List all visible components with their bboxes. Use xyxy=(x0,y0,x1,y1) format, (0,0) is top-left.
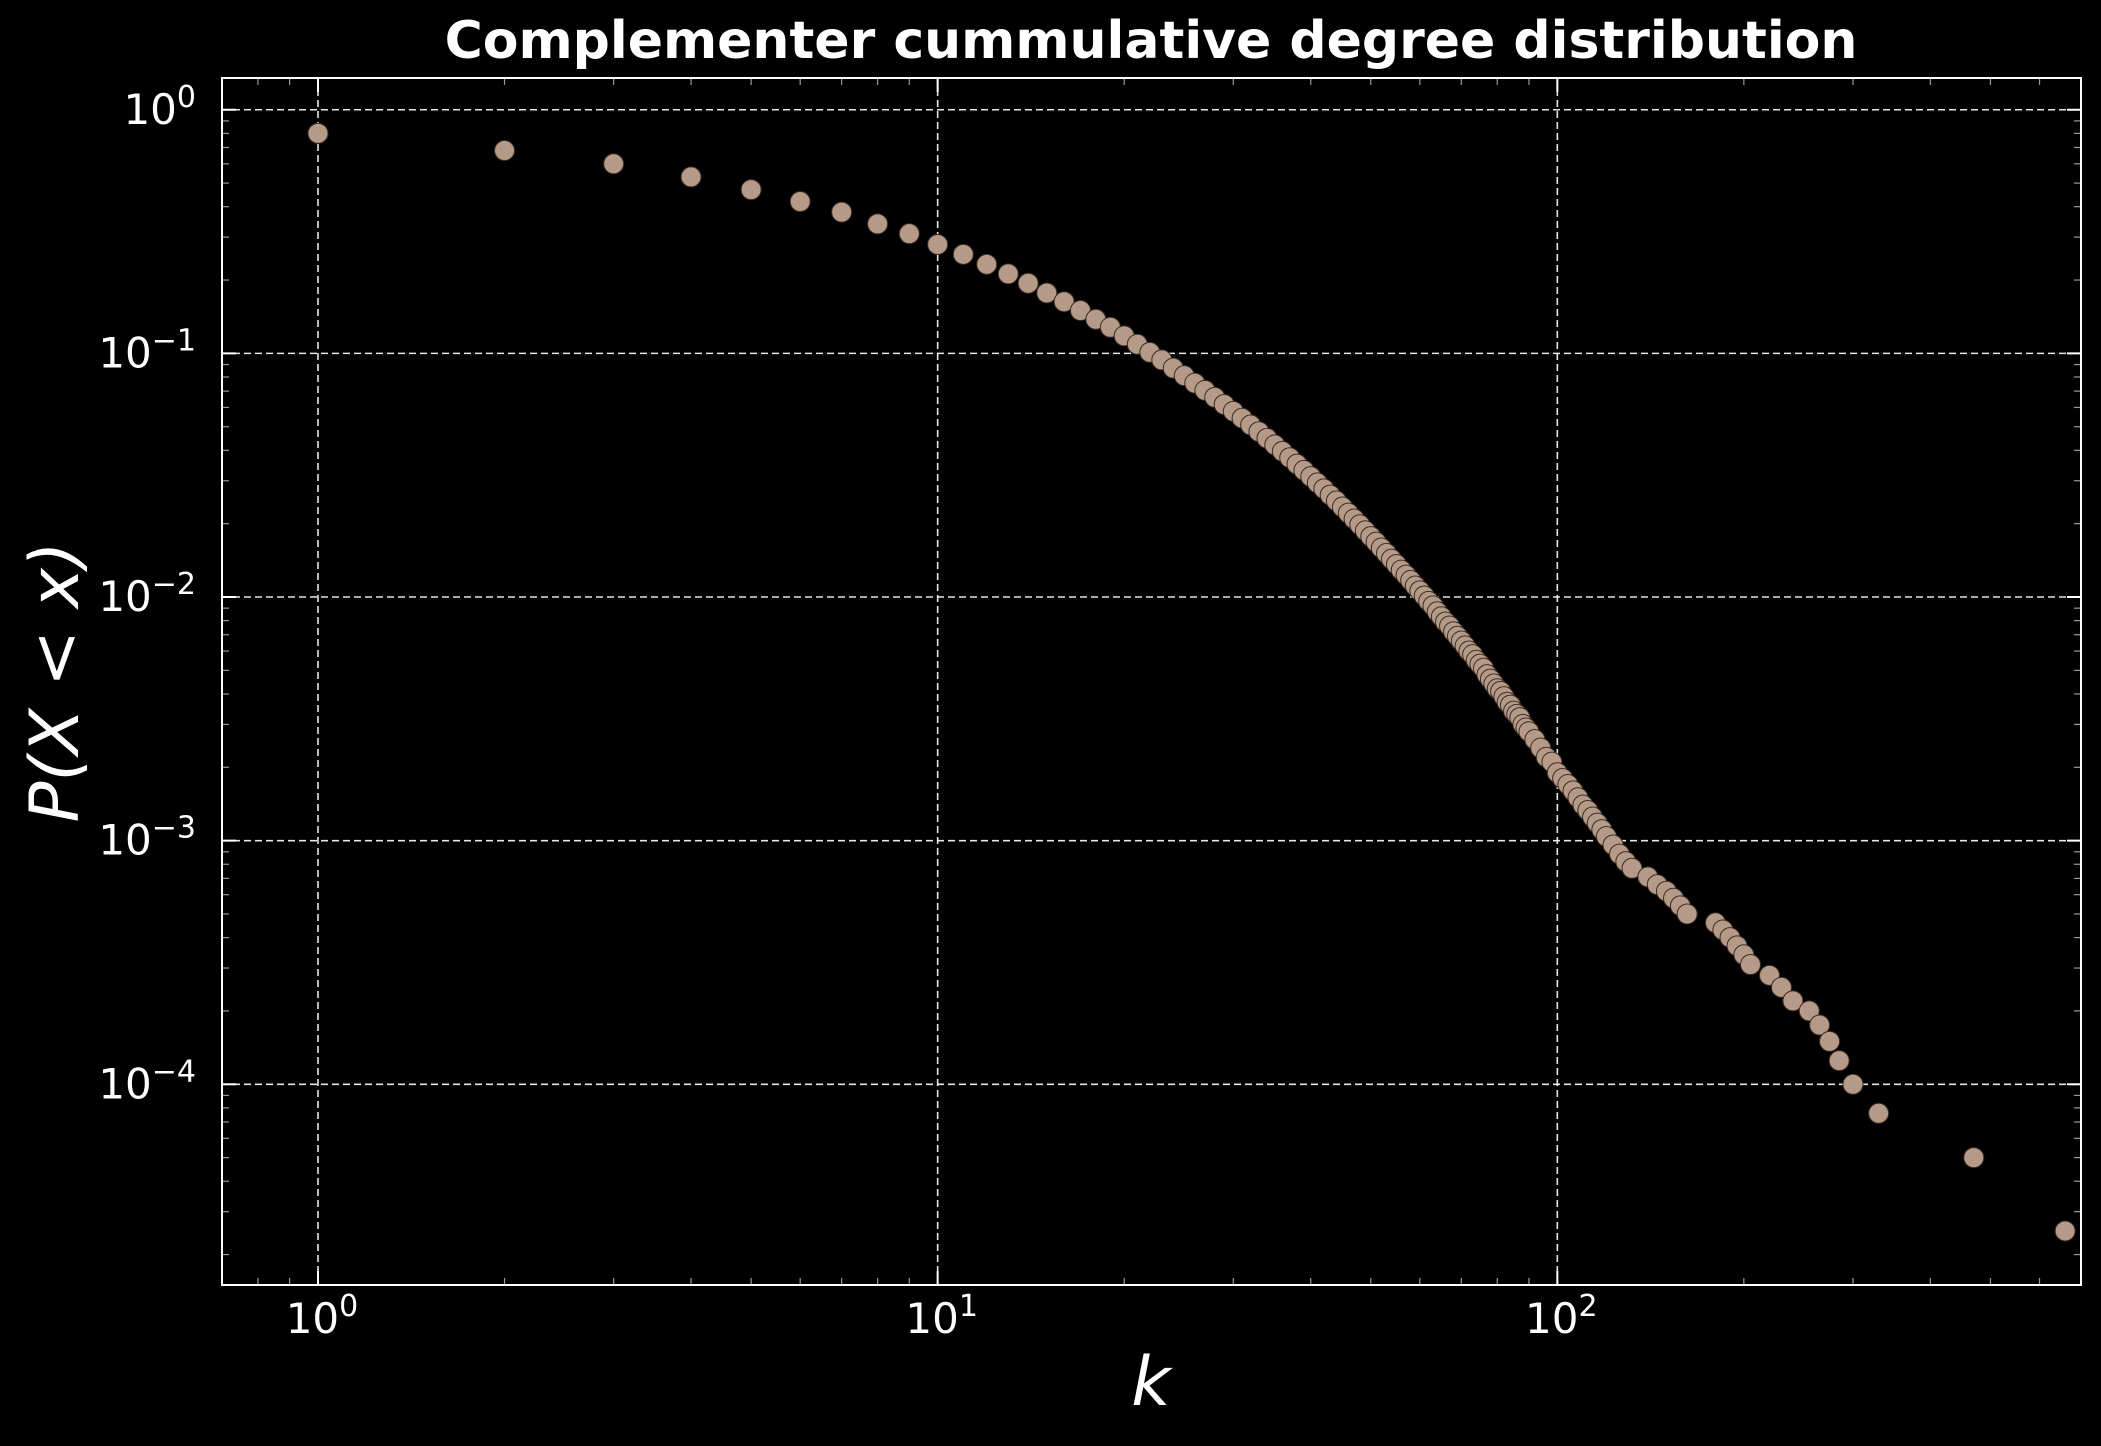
data-point xyxy=(1819,1030,1841,1052)
y-tick-label: 10−2 xyxy=(98,567,196,621)
x-tick-labels: 100 101 102 xyxy=(286,1289,1598,1343)
data-point xyxy=(1740,954,1762,976)
y-axis-label: P(X < x) xyxy=(16,541,95,822)
minor-ticks xyxy=(221,78,2081,1285)
plot-frame xyxy=(221,77,2082,1286)
data-point xyxy=(1809,1014,1831,1036)
data-point xyxy=(1782,990,1804,1012)
data-point xyxy=(1842,1073,1864,1095)
y-tick-label: 10−1 xyxy=(98,323,196,377)
data-point xyxy=(1017,272,1039,294)
y-tick-label: 10−3 xyxy=(98,811,196,865)
data-point xyxy=(603,153,625,175)
x-tick-label: 101 xyxy=(905,1289,978,1343)
y-tick-labels: 100 10−1 10−2 10−3 10−4 xyxy=(98,80,196,1109)
x-tick-label: 100 xyxy=(286,1289,359,1343)
data-point xyxy=(307,122,329,144)
data-point xyxy=(1036,282,1058,304)
data-point xyxy=(997,263,1019,285)
major-ticks xyxy=(222,78,2081,1285)
data-point xyxy=(927,233,949,255)
data-point xyxy=(1963,1147,1985,1169)
data-point xyxy=(740,179,762,201)
y-tick-label: 100 xyxy=(123,80,196,134)
data-point xyxy=(1676,903,1698,925)
data-points xyxy=(307,122,2076,1242)
data-point xyxy=(680,166,702,188)
data-point xyxy=(1798,1000,1820,1022)
data-point xyxy=(1828,1050,1850,1072)
data-point xyxy=(494,140,516,162)
data-point xyxy=(952,243,974,265)
chart-title: Complementer cummulative degree distribu… xyxy=(445,11,1858,71)
data-point xyxy=(1868,1102,1890,1124)
data-point xyxy=(1053,291,1075,313)
x-tick-label: 102 xyxy=(1525,1289,1598,1343)
data-point xyxy=(2054,1220,2076,1242)
data-point xyxy=(789,191,811,213)
y-tick-label: 10−4 xyxy=(98,1054,196,1108)
x-axis-label: k xyxy=(1131,1343,1173,1422)
data-point xyxy=(831,201,853,223)
data-point xyxy=(1770,976,1792,998)
data-point xyxy=(898,223,920,245)
data-point xyxy=(976,253,998,275)
data-point xyxy=(867,213,889,235)
